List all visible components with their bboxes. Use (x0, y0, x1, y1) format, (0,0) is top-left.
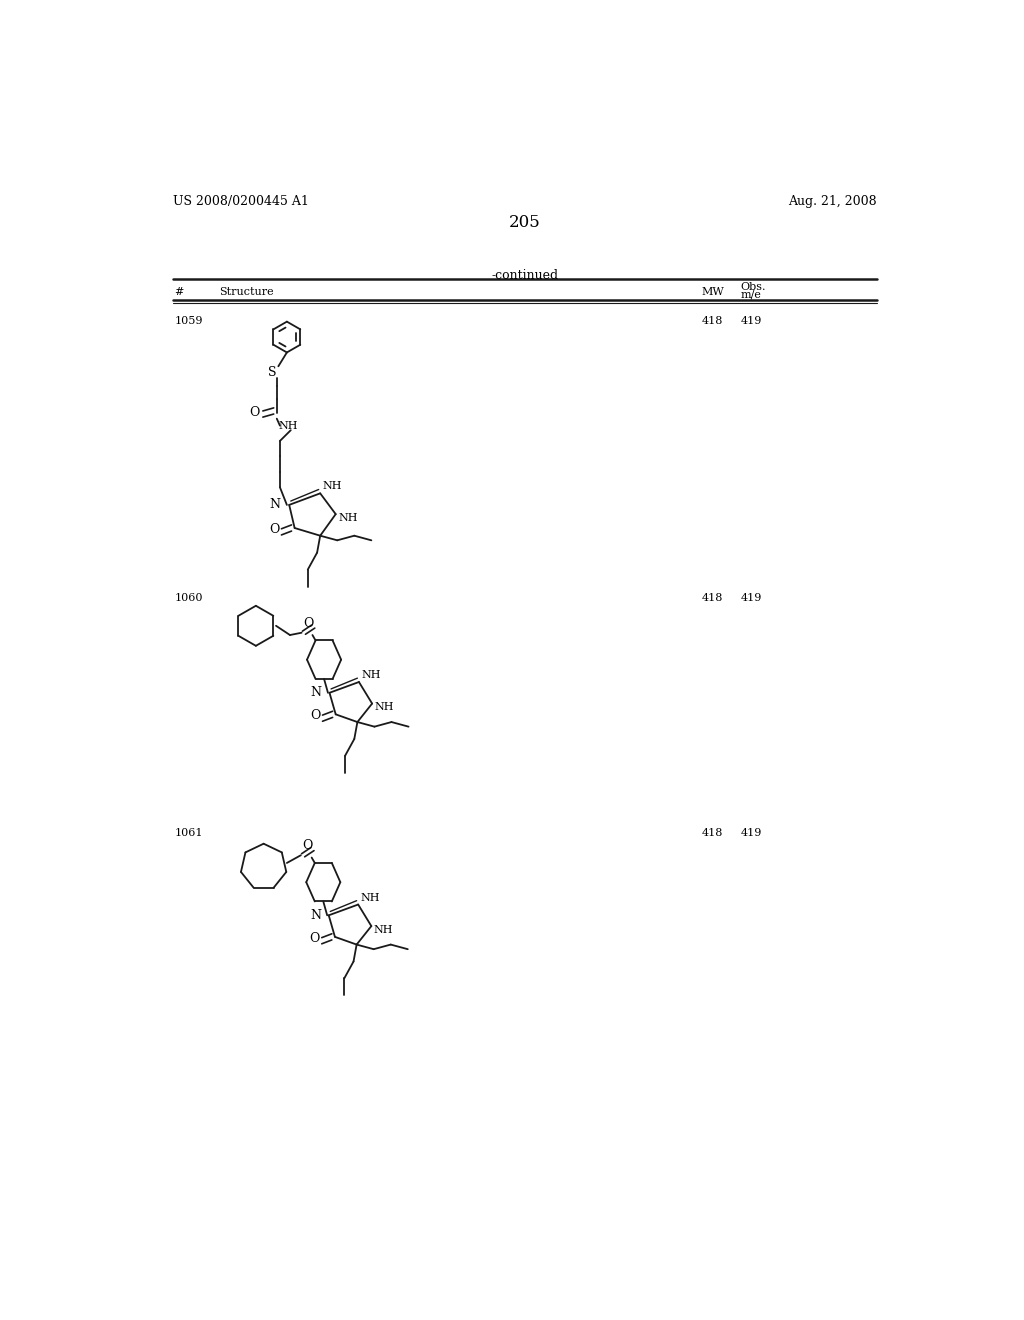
Text: #: # (174, 286, 184, 297)
Text: 1060: 1060 (174, 594, 203, 603)
Text: NH: NH (360, 894, 380, 903)
Text: m/e: m/e (740, 289, 761, 300)
Text: N: N (310, 908, 321, 921)
Text: 419: 419 (740, 594, 762, 603)
Text: O: O (250, 407, 260, 418)
Text: O: O (310, 709, 321, 722)
Text: 418: 418 (701, 594, 723, 603)
Text: S: S (268, 366, 276, 379)
Text: O: O (303, 616, 313, 630)
Text: Aug. 21, 2008: Aug. 21, 2008 (788, 195, 877, 209)
Text: 1059: 1059 (174, 317, 203, 326)
Text: 418: 418 (701, 317, 723, 326)
Text: NH: NH (375, 702, 394, 711)
Text: NH: NH (279, 421, 298, 430)
Text: 205: 205 (509, 214, 541, 231)
Text: NH: NH (323, 480, 342, 491)
Text: O: O (302, 840, 312, 853)
Text: Obs.: Obs. (740, 281, 766, 292)
Text: NH: NH (374, 924, 393, 935)
Text: MW: MW (701, 286, 724, 297)
Text: O: O (309, 932, 319, 945)
Text: Structure: Structure (219, 286, 274, 297)
Text: 419: 419 (740, 317, 762, 326)
Text: NH: NH (361, 671, 381, 681)
Text: O: O (268, 523, 280, 536)
Text: -continued: -continued (492, 268, 558, 281)
Text: N: N (269, 499, 281, 511)
Text: NH: NH (338, 512, 357, 523)
Text: 419: 419 (740, 829, 762, 838)
Text: 1061: 1061 (174, 829, 203, 838)
Text: US 2008/0200445 A1: US 2008/0200445 A1 (173, 195, 309, 209)
Text: N: N (310, 686, 322, 700)
Text: 418: 418 (701, 829, 723, 838)
